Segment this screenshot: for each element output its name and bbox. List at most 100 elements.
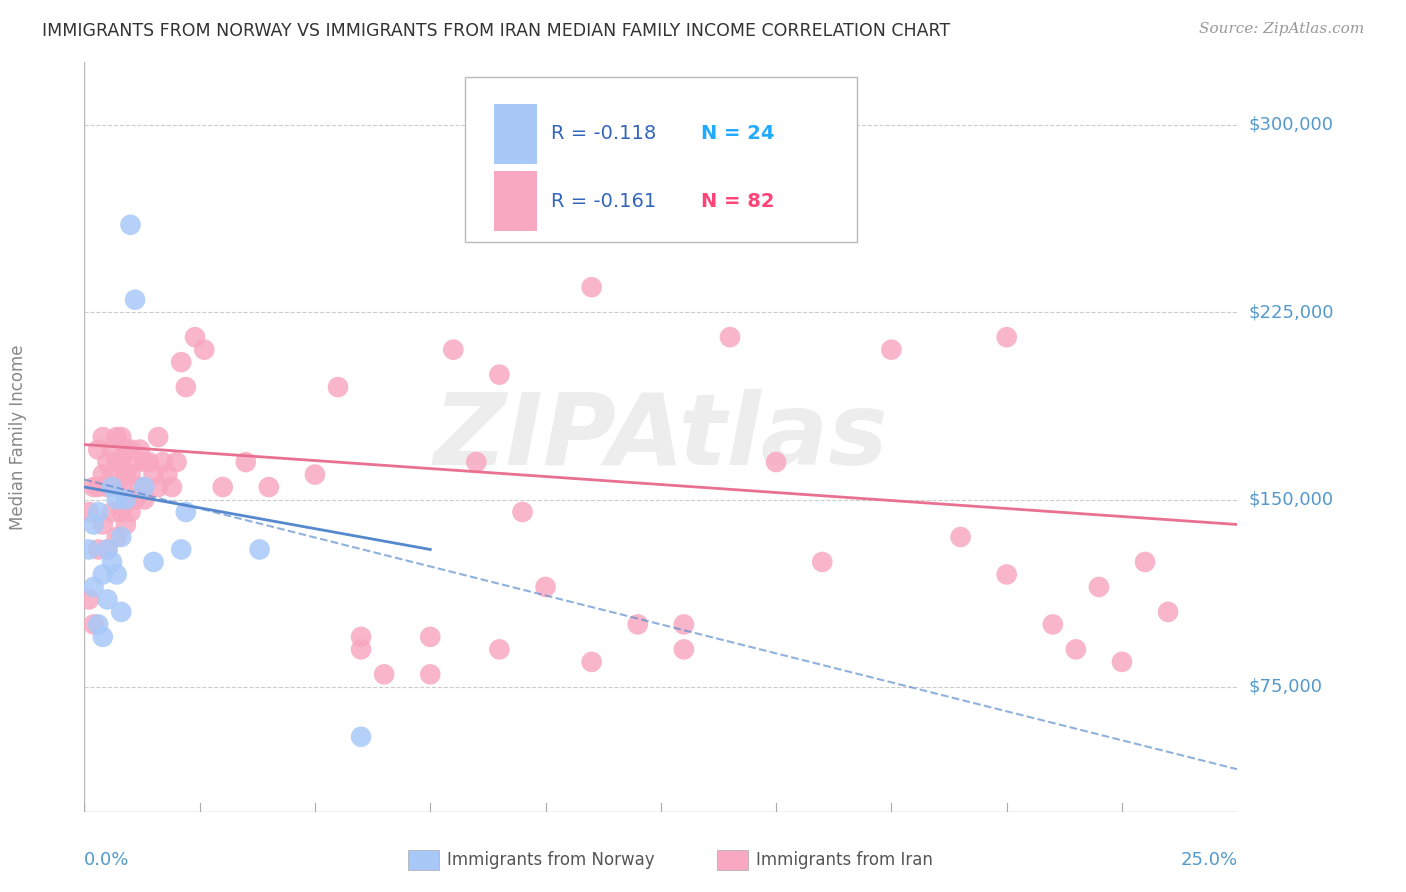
Point (110, 430, 132, 444)
Point (465, 455, 488, 469)
Point (512, 505, 534, 519)
Point (134, 455, 156, 469)
Point (91, 630, 114, 644)
Point (146, 430, 169, 444)
Text: R = -0.161: R = -0.161 (551, 192, 657, 211)
Point (83, 580, 105, 594)
Point (765, 455, 787, 469)
Point (105, 480, 128, 494)
Point (880, 343, 903, 357)
Text: $75,000: $75,000 (1249, 678, 1323, 696)
Point (105, 492, 128, 507)
Point (87, 542, 110, 557)
Point (96, 542, 118, 557)
Point (174, 505, 197, 519)
Point (350, 642, 373, 657)
Point (995, 330, 1018, 344)
Point (441, 343, 464, 357)
Point (1157, 605, 1180, 619)
Point (128, 480, 150, 494)
Point (672, 642, 695, 657)
Point (1042, 617, 1064, 632)
Text: Immigrants from Iran: Immigrants from Iran (756, 851, 934, 869)
Point (77, 592, 100, 607)
Point (91, 467, 114, 482)
Point (110, 455, 132, 469)
Point (174, 380, 197, 394)
Point (134, 480, 156, 494)
Point (138, 455, 160, 469)
Point (166, 455, 188, 469)
Point (146, 480, 169, 494)
Point (326, 380, 349, 394)
Point (170, 355, 193, 369)
Point (120, 467, 142, 482)
Point (249, 542, 271, 557)
FancyBboxPatch shape (494, 103, 537, 163)
Point (83, 617, 105, 632)
Point (193, 343, 215, 357)
Text: N = 82: N = 82 (702, 192, 775, 211)
Point (87, 505, 110, 519)
Point (1088, 580, 1111, 594)
Point (110, 480, 132, 494)
Point (110, 530, 132, 544)
Point (120, 505, 142, 519)
Point (156, 467, 179, 482)
Text: $300,000: $300,000 (1249, 116, 1333, 134)
FancyBboxPatch shape (494, 171, 537, 231)
Point (120, 442, 142, 457)
Point (718, 330, 741, 344)
Text: Source: ZipAtlas.com: Source: ZipAtlas.com (1198, 22, 1364, 37)
Point (419, 667, 441, 681)
Point (235, 455, 257, 469)
Point (581, 655, 603, 669)
Point (96, 592, 118, 607)
Point (949, 530, 972, 544)
Point (101, 480, 124, 494)
Point (96, 480, 118, 494)
Point (105, 530, 128, 544)
Point (350, 730, 373, 744)
Point (811, 555, 834, 569)
Point (115, 492, 138, 507)
Point (534, 580, 557, 594)
Point (152, 455, 174, 469)
Point (304, 467, 326, 482)
Text: ZIPAtlas: ZIPAtlas (433, 389, 889, 485)
Point (115, 442, 138, 457)
Point (184, 330, 207, 344)
Text: $225,000: $225,000 (1249, 303, 1334, 321)
Point (87, 442, 110, 457)
Point (419, 630, 441, 644)
Point (488, 642, 510, 657)
Point (124, 455, 146, 469)
Point (120, 218, 142, 232)
Point (91, 430, 114, 444)
Point (87, 480, 110, 494)
Point (142, 467, 165, 482)
Point (115, 517, 138, 532)
Point (142, 555, 165, 569)
Point (87, 617, 110, 632)
Point (96, 542, 118, 557)
Text: R = -0.118: R = -0.118 (551, 124, 657, 143)
Point (672, 617, 695, 632)
Point (257, 480, 280, 494)
Point (83, 480, 105, 494)
Point (105, 567, 128, 582)
Point (110, 605, 132, 619)
Point (105, 455, 128, 469)
Point (995, 567, 1018, 582)
Text: Immigrants from Norway: Immigrants from Norway (447, 851, 655, 869)
Point (350, 630, 373, 644)
Text: Median Family Income: Median Family Income (8, 344, 27, 530)
Point (83, 517, 105, 532)
Point (96, 455, 118, 469)
Point (1064, 642, 1087, 657)
Text: 25.0%: 25.0% (1180, 851, 1237, 869)
Point (101, 505, 124, 519)
Point (1111, 655, 1133, 669)
Point (124, 492, 146, 507)
Point (373, 667, 395, 681)
